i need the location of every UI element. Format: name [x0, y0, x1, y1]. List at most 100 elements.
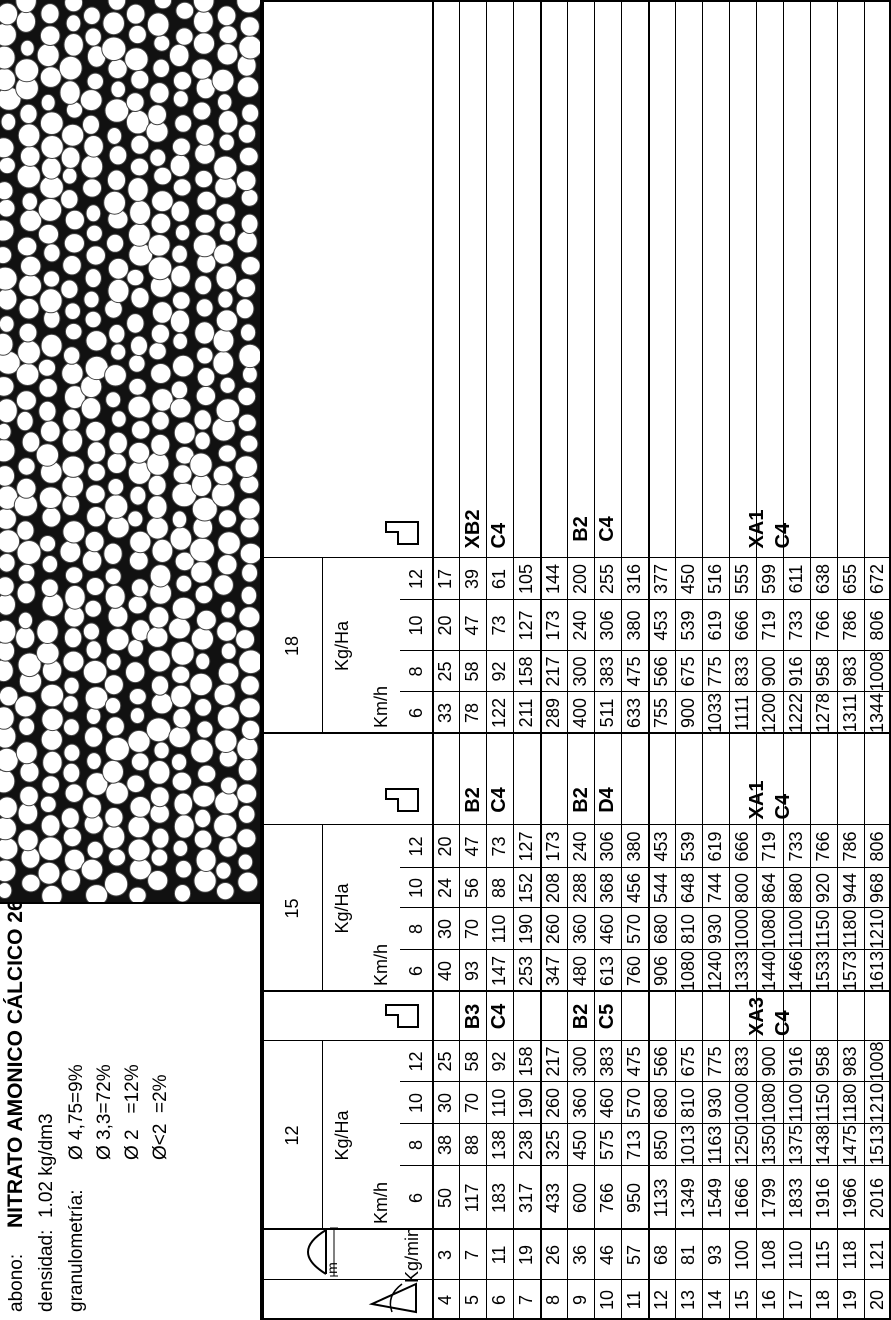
dose-value: 47: [462, 836, 482, 857]
dose-value: 1000: [732, 1082, 752, 1124]
dose-value: 217: [543, 1046, 563, 1077]
flow-value: 68: [651, 1244, 671, 1266]
dose-value: 377: [651, 563, 671, 595]
setting-value: 5: [462, 1295, 482, 1306]
dose-value: 1799: [759, 1177, 779, 1219]
flow-value: 93: [705, 1244, 725, 1266]
setting-value: 4: [435, 1295, 455, 1306]
flow-value: 115: [813, 1240, 833, 1270]
dose-value: 2016: [867, 1177, 887, 1219]
dose-value: 900: [678, 697, 698, 729]
dose-value: 383: [597, 1046, 617, 1077]
dose-value: 39: [462, 568, 482, 590]
dose-value: 217: [543, 656, 563, 687]
abono-label: abono:: [6, 1253, 27, 1312]
dose-value: 122: [489, 697, 509, 729]
dose-value: 633: [624, 697, 644, 729]
dose-value: 460: [597, 913, 617, 945]
dose-value: 255: [597, 563, 617, 595]
dose-value: 566: [651, 1046, 671, 1077]
dose-value: 880: [786, 872, 806, 904]
dose-value: 306: [597, 831, 617, 862]
dose-value: 968: [867, 872, 887, 904]
kgha-label: Kg/Ha: [331, 1110, 352, 1161]
dose-value: 916: [786, 656, 806, 687]
dose-value: 73: [489, 836, 509, 857]
dose-value: 147: [489, 955, 509, 987]
dose-value: 110: [489, 914, 509, 944]
dose-value: 744: [705, 872, 725, 904]
dose-value: 544: [651, 872, 671, 904]
dose-value: 539: [678, 610, 698, 641]
dose-value: 600: [570, 1182, 590, 1214]
dose-value: 144: [543, 563, 563, 595]
dose-value: 555: [732, 563, 752, 595]
dose-value: 1222: [786, 692, 806, 734]
grid-line: [400, 599, 891, 600]
dose-value: 950: [624, 1182, 644, 1214]
dose-value: 17: [435, 568, 455, 590]
dose-value: 648: [678, 872, 698, 904]
working-width-icon: [307, 1227, 338, 1277]
setting-value: 6: [489, 1295, 509, 1306]
dose-value: 138: [489, 1129, 509, 1161]
dose-value: 655: [840, 563, 860, 595]
dose-value: 611: [786, 564, 806, 594]
vane-code: XA1C4: [648, 775, 891, 825]
dose-value: 1375: [786, 1124, 806, 1166]
dose-value: 1311: [840, 693, 860, 733]
dose-value: 833: [732, 656, 752, 687]
dose-value: 920: [813, 872, 833, 904]
dose-value: 24: [435, 877, 455, 899]
dose-value: 1163: [705, 1125, 725, 1165]
dose-value: 719: [759, 610, 779, 641]
dose-value: 50: [435, 1187, 455, 1209]
dose-value: 1200: [759, 692, 779, 734]
dose-value: 570: [624, 913, 644, 945]
vane-code: XA1C4: [648, 500, 891, 558]
dose-value: 127: [516, 610, 536, 641]
dose-value: 1210: [867, 908, 887, 950]
dose-value: 1013: [678, 1124, 698, 1166]
speed-header: 10: [405, 877, 426, 899]
dose-value: 368: [597, 872, 617, 904]
dose-value: 190: [516, 1087, 536, 1119]
dose-value: 1080: [678, 950, 698, 992]
dose-value: 40: [435, 960, 455, 982]
dose-value: 158: [516, 656, 536, 687]
dose-value: 1475: [840, 1124, 860, 1166]
dose-value: 383: [597, 656, 617, 687]
grid-line: [459, 0, 460, 1320]
grid-line: [621, 0, 622, 1320]
dose-value: 93: [462, 960, 482, 982]
densidad-value: 1.02 kg/dm3: [36, 1113, 57, 1218]
grid-line: [262, 1279, 891, 1280]
dose-value: 347: [543, 955, 563, 987]
dose-value: 775: [705, 656, 725, 687]
grid-line: [783, 0, 784, 1320]
granulometria-item: Ø 4,75=9%: [66, 1064, 87, 1160]
setting-value: 7: [516, 1295, 536, 1306]
dose-value: 183: [489, 1182, 509, 1214]
flow-value: 121: [867, 1239, 887, 1271]
dose-value: 78: [462, 702, 482, 724]
dose-value: 1333: [732, 950, 752, 992]
grid-line: [262, 732, 891, 734]
dose-value: 713: [624, 1129, 644, 1161]
grid-line: [400, 1165, 891, 1166]
dose-value: 475: [624, 656, 644, 687]
dose-value: 983: [840, 656, 860, 687]
width-header: 15: [281, 898, 302, 919]
dose-value: 289: [543, 697, 563, 729]
dose-value: 1833: [786, 1177, 806, 1219]
product-info: abono: NITRATO AMONICO CÁLCICO 26% densi…: [0, 881, 262, 1320]
vane-code-line: C4: [488, 522, 510, 549]
dose-value: 1111: [732, 694, 752, 732]
dose-value: 786: [840, 831, 860, 862]
flow-value: 19: [516, 1244, 536, 1266]
dose-value: 1150: [813, 1083, 833, 1123]
dose-value: 1180: [840, 1083, 860, 1123]
setting-value: 16: [759, 1289, 779, 1311]
dose-value: 1080: [759, 1082, 779, 1124]
dose-value: 575: [597, 1129, 617, 1161]
